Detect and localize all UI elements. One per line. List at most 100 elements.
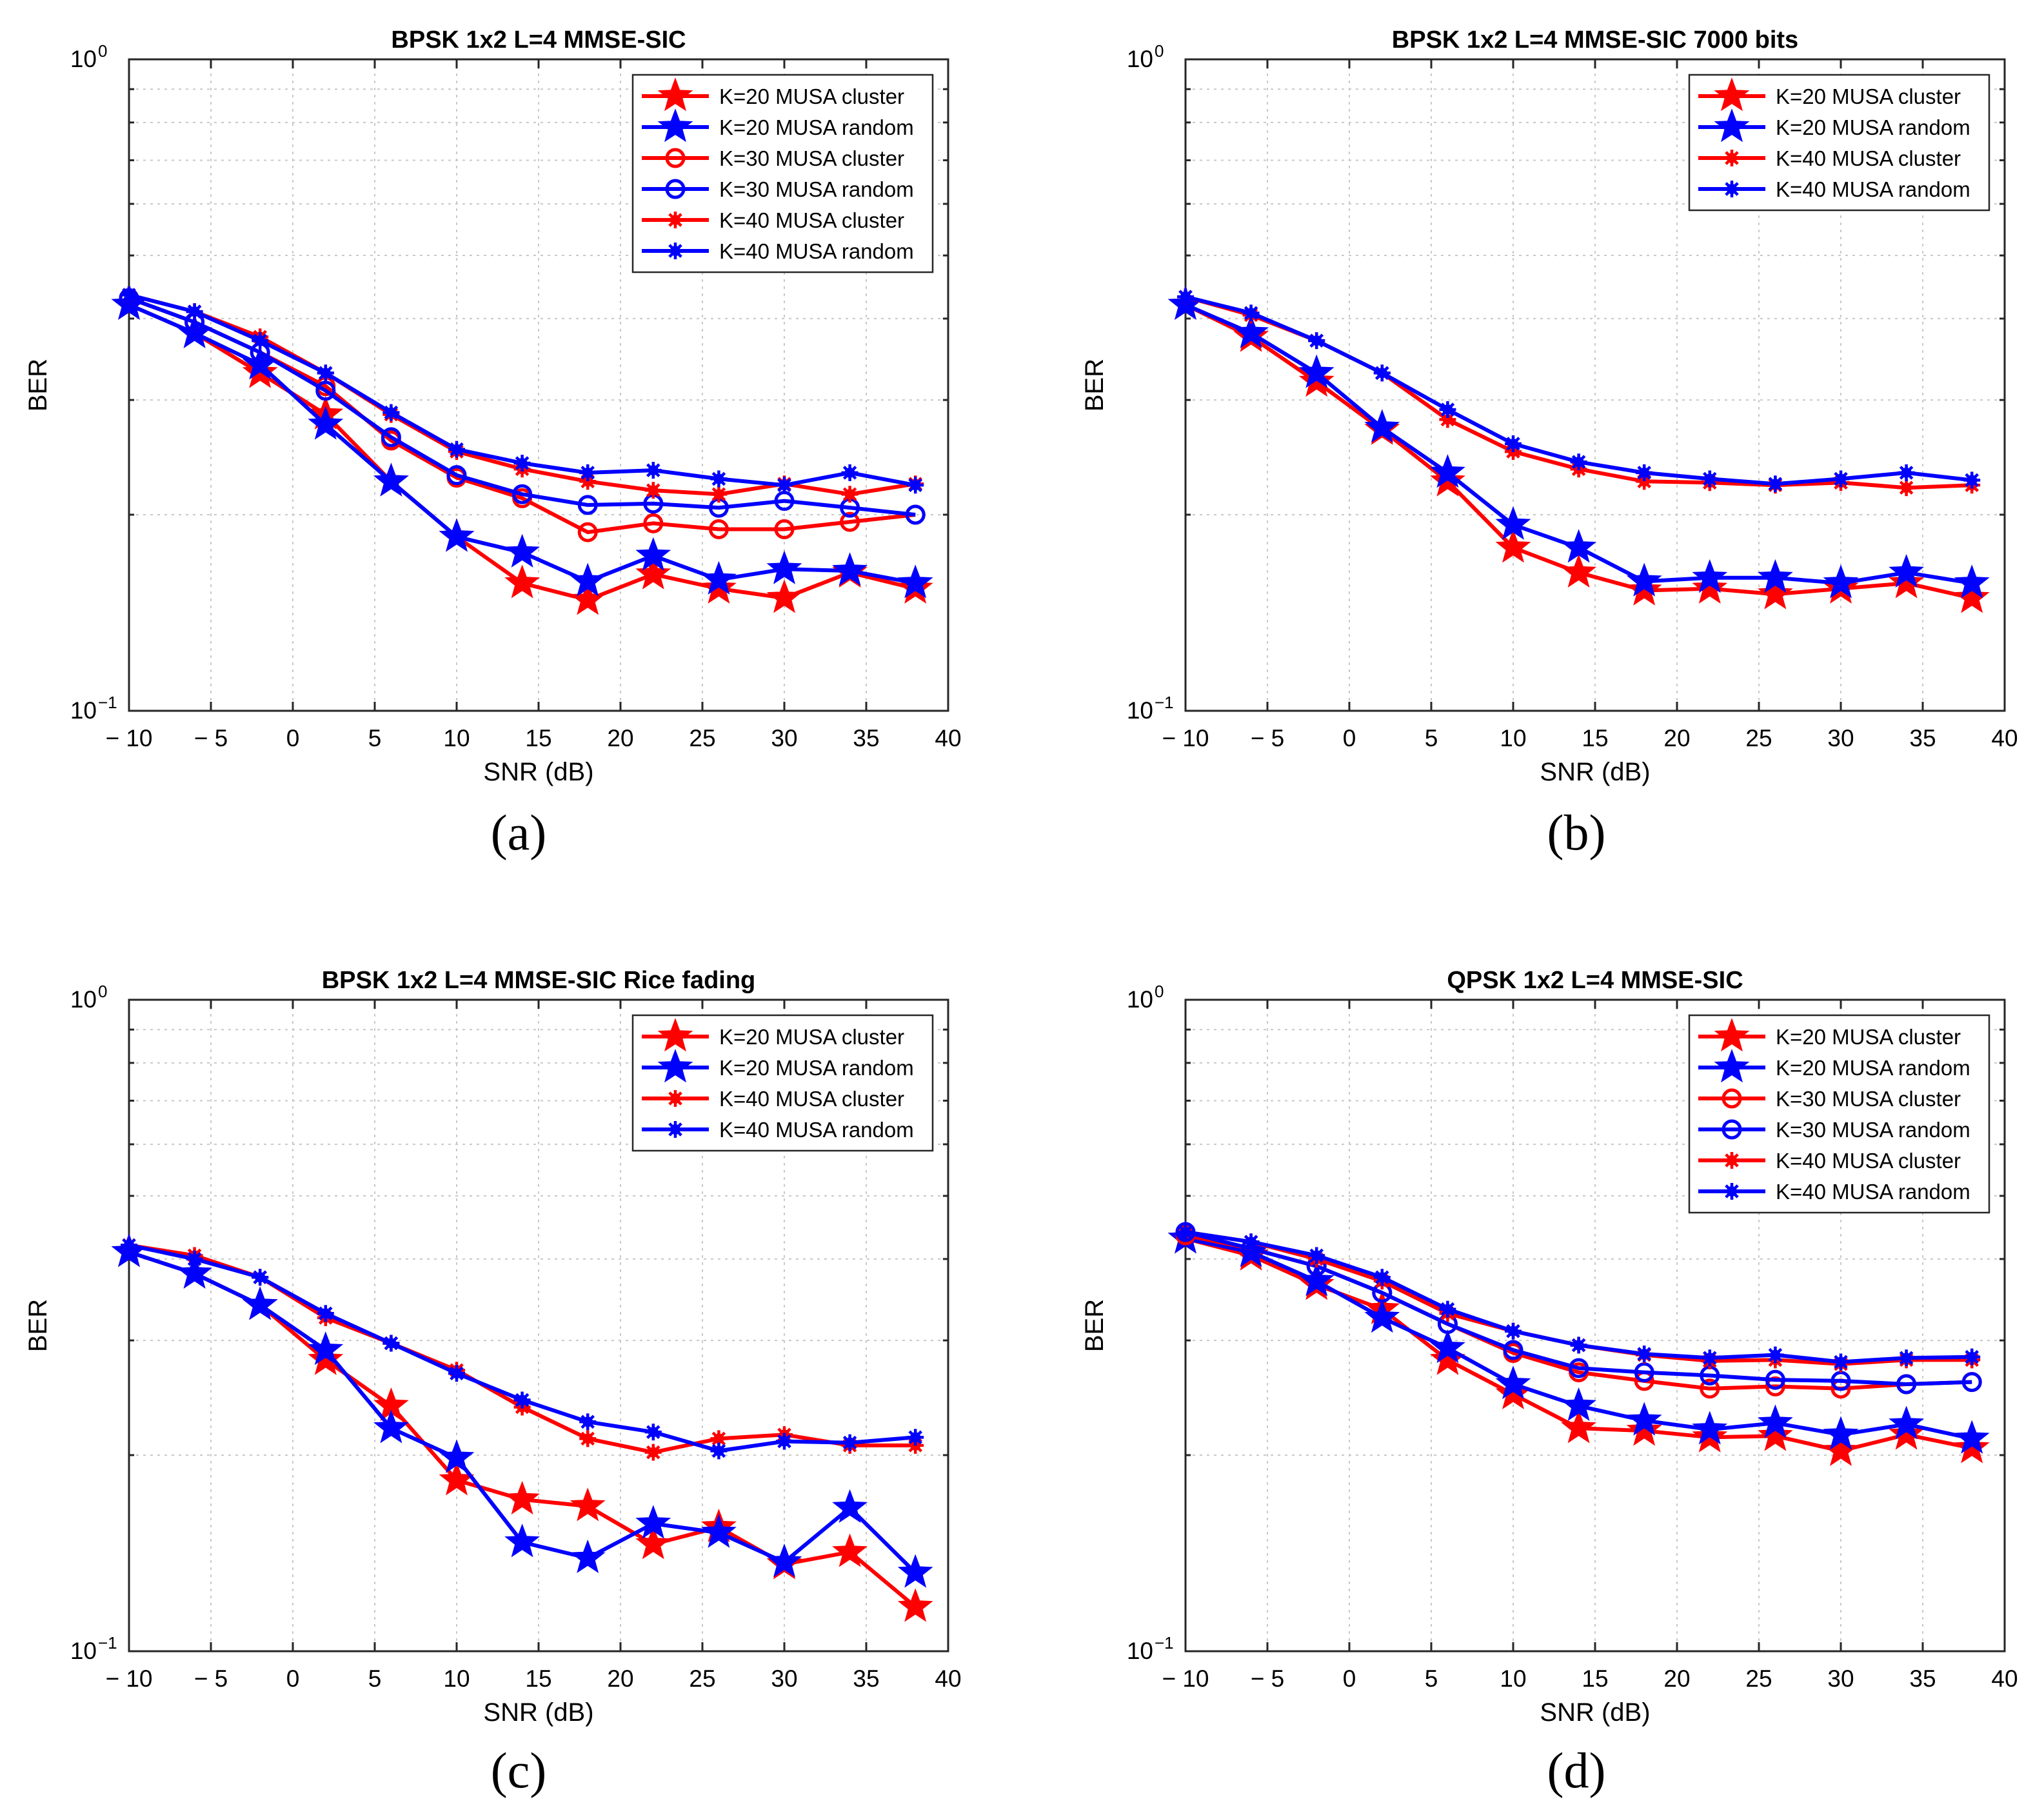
x-tick-label: − 5 — [194, 725, 228, 751]
x-tick-label: 20 — [1663, 1665, 1690, 1692]
legend-entry: K=30 MUSA random — [1698, 1118, 1970, 1142]
data-point — [1626, 562, 1662, 597]
x-tick-label: − 10 — [105, 1665, 152, 1692]
data-point — [1963, 472, 1981, 489]
data-point — [1889, 553, 1925, 588]
legend-marker — [1723, 1152, 1740, 1169]
legend-marker — [1722, 1119, 1742, 1140]
data-point — [1495, 529, 1531, 563]
x-axis-label: SNR (dB) — [1540, 758, 1650, 786]
data-point — [1561, 553, 1597, 588]
data-point — [1561, 1387, 1597, 1422]
legend-entry: K=40 MUSA random — [1698, 1180, 1970, 1204]
legend-marker — [1723, 181, 1740, 197]
y-tick-label: 10 — [1127, 1638, 1153, 1664]
data-point — [577, 522, 598, 542]
data-point — [776, 477, 793, 494]
series-6 — [121, 286, 924, 494]
legend-label: K=20 MUSA random — [1776, 115, 1970, 139]
legend-entry: K=40 MUSA random — [1698, 177, 1970, 201]
data-point — [315, 381, 336, 401]
data-point — [1373, 364, 1391, 382]
data-point — [252, 1269, 269, 1286]
data-point — [1429, 454, 1465, 488]
data-point — [1963, 1348, 1981, 1365]
data-point — [186, 303, 203, 321]
legend-marker — [667, 243, 684, 259]
x-axis-label: SNR (dB) — [483, 1698, 593, 1727]
data-point — [1439, 1300, 1456, 1318]
data-point — [1832, 470, 1849, 488]
legend-entry: K=20 MUSA random — [642, 1049, 914, 1083]
data-point — [1242, 1233, 1260, 1251]
data-point — [774, 519, 795, 539]
x-tick-label: 0 — [286, 725, 300, 751]
legend: K=20 MUSA cluster K=20 MUSA random K=30 MU… — [631, 74, 934, 273]
y-tick-label-exponent: −1 — [98, 1633, 117, 1653]
data-point — [1889, 1405, 1925, 1440]
data-point — [644, 482, 662, 499]
data-point — [252, 332, 269, 350]
x-tick-label: 0 — [286, 1665, 300, 1692]
data-point — [373, 1409, 409, 1444]
data-point — [382, 404, 400, 421]
data-point — [1495, 1365, 1531, 1400]
y-axis-label: BER — [24, 359, 52, 412]
data-point — [1767, 1346, 1784, 1364]
y-tick-label-exponent: −1 — [98, 693, 117, 712]
data-point — [710, 1442, 728, 1460]
legend-label: K=40 MUSA cluster — [719, 208, 904, 232]
legend-entry: K=20 MUSA random — [1698, 108, 1970, 143]
legend-marker — [667, 1090, 684, 1107]
data-point — [1242, 304, 1260, 322]
data-point — [1636, 464, 1653, 481]
series-2 — [111, 1233, 933, 1588]
x-tick-label: 30 — [1827, 1665, 1854, 1692]
data-point — [766, 1544, 802, 1578]
data-point — [1298, 1262, 1335, 1296]
data-point — [1298, 354, 1335, 388]
y-axis-label: BER — [24, 1299, 52, 1352]
data-point — [1561, 529, 1596, 563]
x-tick-label: 0 — [1343, 1665, 1356, 1692]
data-point — [177, 1255, 213, 1289]
legend-entry: K=40 MUSA cluster — [1698, 146, 1961, 170]
data-point — [1898, 1349, 1915, 1367]
panel-label-b: (b) — [1547, 804, 1606, 860]
x-tick-label: 35 — [1909, 725, 1936, 751]
data-point — [897, 564, 933, 599]
data-point — [776, 1433, 793, 1450]
y-axis-label: BER — [1080, 359, 1109, 412]
legend-marker — [665, 148, 686, 168]
y-tick-label: 10 — [70, 986, 97, 1013]
legend-label: K=40 MUSA cluster — [1776, 1149, 1961, 1173]
legend-entry: K=40 MUSA random — [642, 1118, 914, 1142]
x-tick-label: 10 — [443, 725, 470, 751]
data-point — [1823, 564, 1859, 599]
x-tick-label: 40 — [935, 725, 961, 751]
data-point — [1898, 464, 1915, 481]
data-point — [513, 1391, 531, 1409]
ticks — [1184, 998, 2006, 1653]
data-point — [1954, 1420, 1990, 1454]
y-axis-label: BER — [1080, 1299, 1109, 1352]
legend-entry: K=40 MUSA cluster — [642, 208, 904, 232]
data-point — [1308, 1247, 1325, 1264]
data-point — [1561, 1409, 1597, 1444]
data-point — [700, 1514, 737, 1548]
y-tick-label-exponent: 0 — [98, 982, 107, 1001]
data-point — [317, 364, 334, 382]
data-point — [504, 564, 541, 599]
data-point — [1692, 1411, 1728, 1445]
data-point — [579, 473, 597, 490]
legend-entry: K=20 MUSA random — [642, 108, 914, 143]
y-tick-label-exponent: 0 — [1155, 982, 1164, 1001]
data-point — [439, 1439, 475, 1473]
series-2 — [1167, 1220, 1990, 1454]
data-point — [504, 1480, 541, 1515]
data-point — [1823, 1416, 1859, 1450]
data-point — [504, 1524, 541, 1558]
